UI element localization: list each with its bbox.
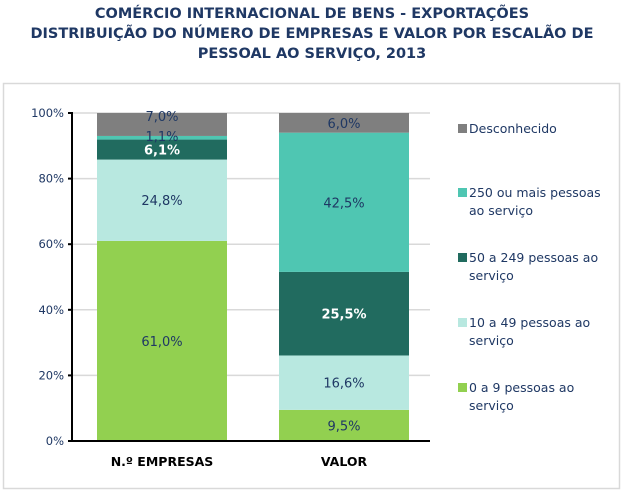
legend-label: 250 ou mais pessoas <box>469 185 601 200</box>
y-tick-label: 100% <box>31 106 64 120</box>
data-label: 6,0% <box>327 117 360 132</box>
x-category-label: N.º EMPRESAS <box>111 454 214 469</box>
bar-segment <box>279 113 409 133</box>
bar-segment <box>279 355 409 410</box>
title-line-1: COMÉRCIO INTERNACIONAL DE BENS - EXPORTA… <box>94 6 530 22</box>
data-label: 24,8% <box>141 194 182 209</box>
legend-swatch <box>458 318 467 327</box>
legend-swatch <box>458 124 467 133</box>
chart-frame <box>2 82 621 490</box>
legend-swatch <box>458 253 467 262</box>
bar-segment <box>97 240 227 441</box>
x-category-label: VALOR <box>321 454 368 469</box>
data-label: 61,0% <box>141 335 182 350</box>
data-label: 1,1% <box>145 130 178 145</box>
legend-label: serviço <box>469 333 514 348</box>
chart-title: COMÉRCIO INTERNACIONAL DE BENS - EXPORTA… <box>0 4 624 64</box>
bar-segment <box>279 271 409 356</box>
y-tick-label: 20% <box>38 368 64 382</box>
data-label: 42,5% <box>323 196 364 211</box>
title-line-2: DISTRIBUIÇÃO DO NÚMERO DE EMPRESAS E VAL… <box>30 26 594 42</box>
y-tick-label: 0% <box>46 434 64 448</box>
y-tick-label: 80% <box>38 172 64 186</box>
legend-label: 10 a 49 pessoas ao <box>469 315 590 330</box>
data-label: 25,5% <box>321 308 366 323</box>
title-line-3: PESSOAL AO SERVIÇO, 2013 <box>197 46 427 62</box>
legend-label: serviço <box>469 268 514 283</box>
bar-segment <box>97 139 227 160</box>
bar-segment <box>97 159 227 241</box>
data-label: 16,6% <box>323 377 364 392</box>
data-label: 6,1% <box>144 144 180 159</box>
y-tick-label: 40% <box>38 303 64 317</box>
legend-label: serviço <box>469 398 514 413</box>
legend-label: 50 a 249 pessoas ao <box>469 250 598 265</box>
legend-label: ao serviço <box>469 203 533 218</box>
y-tick-label: 60% <box>38 237 64 251</box>
data-label: 7,0% <box>145 110 178 125</box>
legend-label: 0 a 9 pessoas ao <box>469 380 574 395</box>
bar-segment <box>279 132 409 272</box>
legend-swatch <box>458 188 467 197</box>
bar-segment <box>97 113 227 136</box>
data-label: 9,5% <box>327 419 360 434</box>
legend-label: Desconhecido <box>469 121 557 136</box>
legend-swatch <box>458 383 467 392</box>
bar-segment <box>279 409 409 441</box>
bar-segment <box>97 135 227 140</box>
